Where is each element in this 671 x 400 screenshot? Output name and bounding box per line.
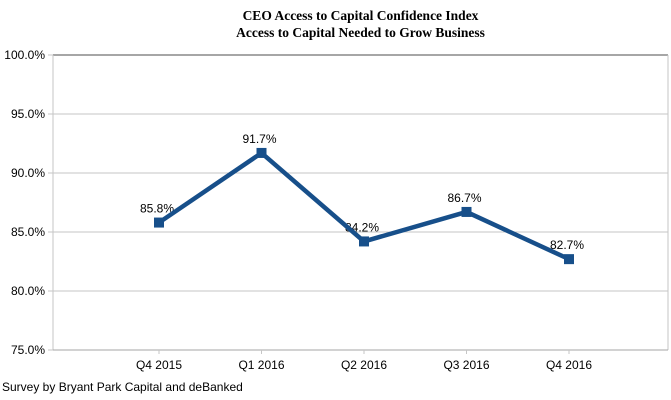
- source-note: Survey by Bryant Park Capital and deBank…: [2, 380, 243, 394]
- chart-title-block: CEO Access to Capital Confidence Index A…: [53, 7, 668, 41]
- data-point-marker: [359, 236, 369, 247]
- data-label: 85.8%: [140, 202, 174, 216]
- y-axis-label: 85.0%: [11, 225, 45, 239]
- data-label: 82.7%: [550, 238, 584, 252]
- data-point-marker: [154, 217, 164, 228]
- data-point-marker: [461, 206, 472, 217]
- chart-title: CEO Access to Capital Confidence Index: [242, 8, 479, 23]
- x-axis-label: Q2 2016: [341, 358, 387, 372]
- data-label: 91.7%: [242, 132, 276, 146]
- x-axis-label: Q4 2015: [136, 358, 182, 372]
- x-axis-label: Q4 2016: [546, 358, 592, 372]
- data-label: 86.7%: [447, 191, 481, 205]
- y-axis-label: 80.0%: [11, 284, 45, 298]
- y-axis-label: 95.0%: [11, 107, 45, 121]
- y-axis-label: 100.0%: [4, 48, 45, 62]
- chart-subtitle: Access to Capital Needed to Grow Busines…: [236, 25, 485, 40]
- data-point-marker: [256, 147, 267, 158]
- x-axis-label: Q3 2016: [443, 358, 489, 372]
- y-axis-label: 75.0%: [11, 343, 45, 357]
- data-point-marker: [564, 254, 574, 265]
- y-axis-label: 90.0%: [11, 166, 45, 180]
- x-axis-label: Q1 2016: [238, 358, 284, 372]
